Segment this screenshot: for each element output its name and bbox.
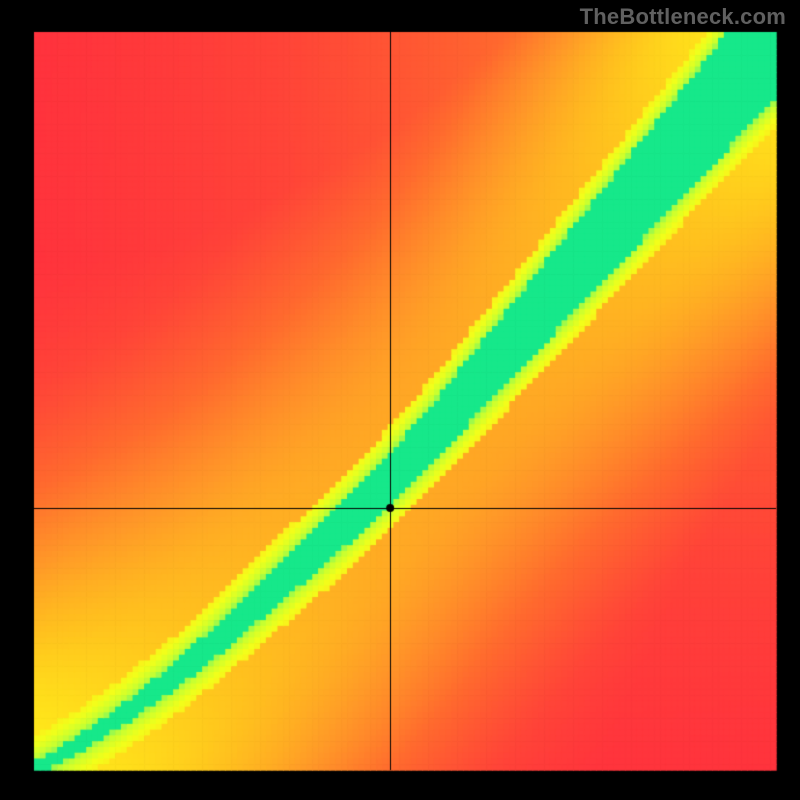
heatmap-canvas	[0, 0, 800, 800]
chart-container: TheBottleneck.com	[0, 0, 800, 800]
watermark-label: TheBottleneck.com	[580, 4, 786, 30]
